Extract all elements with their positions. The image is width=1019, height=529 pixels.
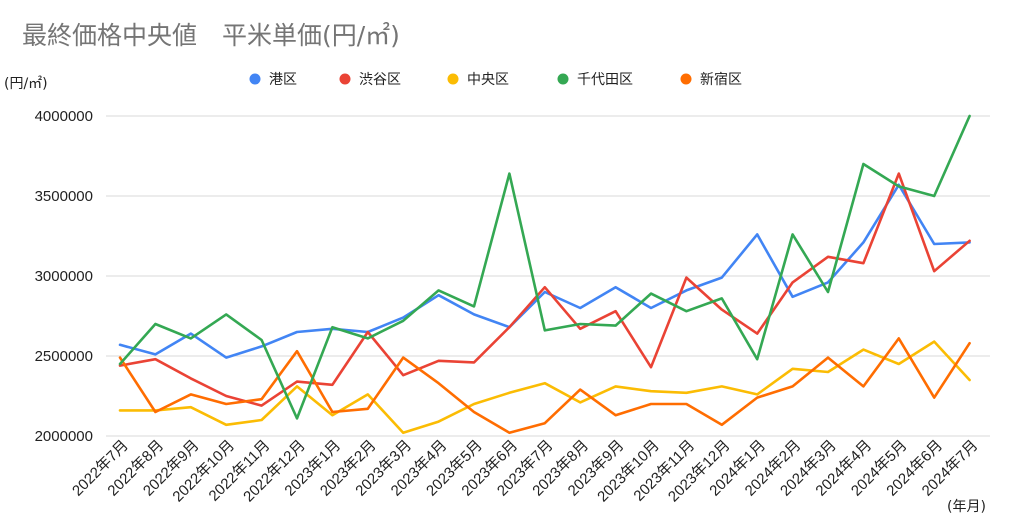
series-line-1 xyxy=(118,172,971,407)
y-tick-label: 3500000 xyxy=(35,188,93,205)
series-lines xyxy=(118,114,971,435)
x-axis-ticks: 2022年7月2022年8月2022年9月2022年10月2022年11月202… xyxy=(69,437,981,506)
legend-label: 新宿区 xyxy=(700,71,742,88)
y-tick-label: 2500000 xyxy=(35,348,93,365)
legend-swatch xyxy=(249,73,261,85)
y-axis-ticks: 4000000 3500000 3000000 2500000 2000000 xyxy=(35,108,93,445)
legend-swatch xyxy=(557,73,569,85)
legend-label: 港区 xyxy=(269,72,297,88)
chart-title: 最終価格中央値 平米単価(円/㎡) xyxy=(22,21,400,50)
gridlines xyxy=(106,115,990,437)
y-tick-label: 2000000 xyxy=(35,428,93,445)
series-line-4 xyxy=(118,337,971,435)
y-tick-label: 3000000 xyxy=(35,268,93,285)
series-line-2 xyxy=(118,340,971,435)
y-tick-label: 4000000 xyxy=(35,108,93,125)
legend-swatch xyxy=(680,73,692,85)
legend-label: 渋谷区 xyxy=(359,72,401,88)
legend-swatch xyxy=(339,73,351,85)
legend-label: 中央区 xyxy=(467,72,509,88)
legend-label: 千代田区 xyxy=(577,72,633,88)
series-line-0 xyxy=(118,183,971,359)
x-axis-label: (年月) xyxy=(947,499,986,515)
y-axis-label: (円/㎡) xyxy=(4,76,48,92)
legend: 港区 渋谷区 中央区 千代田区 新宿区 xyxy=(249,71,742,88)
legend-swatch xyxy=(447,73,459,85)
series-line-3 xyxy=(118,114,971,420)
